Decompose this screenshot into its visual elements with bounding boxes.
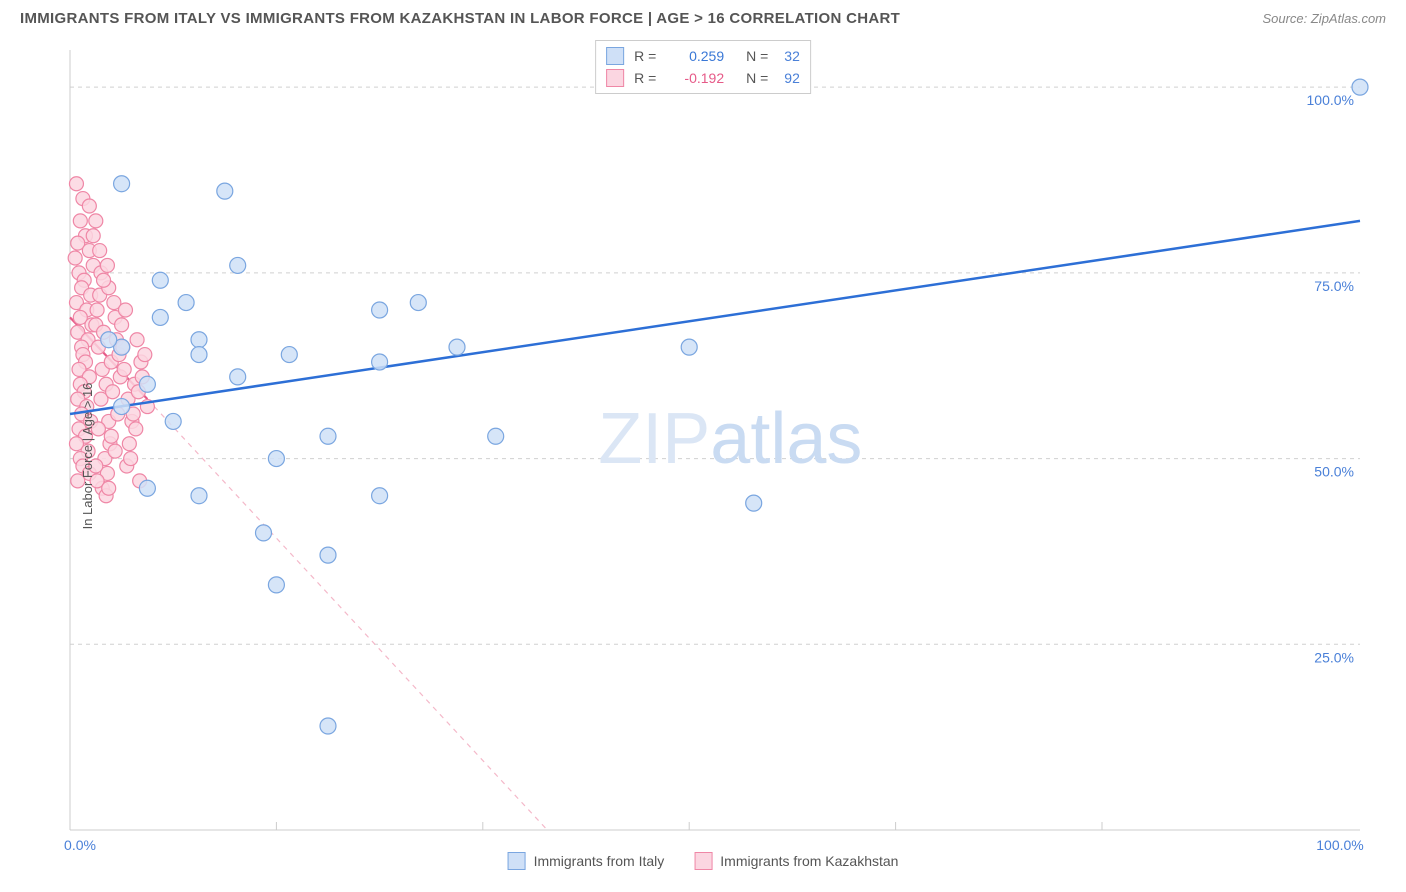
- legend-swatch: [694, 852, 712, 870]
- n-label: N =: [746, 70, 768, 86]
- chart-title: IMMIGRANTS FROM ITALY VS IMMIGRANTS FROM…: [20, 10, 900, 27]
- svg-text:100.0%: 100.0%: [1307, 92, 1354, 108]
- legend-swatch: [606, 47, 624, 65]
- svg-text:100.0%: 100.0%: [1316, 837, 1363, 853]
- r-label: R =: [634, 70, 662, 86]
- r-label: R =: [634, 48, 662, 64]
- r-value: 0.259: [672, 48, 724, 64]
- legend-label: Immigrants from Kazakhstan: [720, 853, 898, 869]
- chart-source: Source: ZipAtlas.com: [1262, 11, 1386, 26]
- legend-item: Immigrants from Italy: [508, 852, 665, 870]
- chart-header: IMMIGRANTS FROM ITALY VS IMMIGRANTS FROM…: [0, 0, 1406, 33]
- svg-text:75.0%: 75.0%: [1314, 278, 1354, 294]
- scatter-plot: 25.0% 50.0% 75.0% 100.0% 0.0% 100.0%: [20, 40, 1386, 872]
- legend-row: R = 0.259 N = 32: [606, 45, 800, 67]
- svg-text:50.0%: 50.0%: [1314, 464, 1354, 480]
- legend-item: Immigrants from Kazakhstan: [694, 852, 898, 870]
- correlation-legend: R = 0.259 N = 32 R = -0.192 N = 92: [595, 40, 811, 94]
- chart-area: In Labor Force | Age > 16 ZIPatlas 25.0%…: [20, 40, 1386, 872]
- n-value: 32: [784, 48, 800, 64]
- n-value: 92: [784, 70, 800, 86]
- legend-swatch: [606, 69, 624, 87]
- legend-row: R = -0.192 N = 92: [606, 67, 800, 89]
- y-axis-label: In Labor Force | Age > 16: [80, 383, 95, 530]
- series-legend: Immigrants from Italy Immigrants from Kaz…: [508, 852, 899, 870]
- svg-text:25.0%: 25.0%: [1314, 649, 1354, 665]
- legend-label: Immigrants from Italy: [534, 853, 665, 869]
- legend-swatch: [508, 852, 526, 870]
- n-label: N =: [746, 48, 768, 64]
- svg-text:0.0%: 0.0%: [64, 837, 96, 853]
- r-value: -0.192: [672, 70, 724, 86]
